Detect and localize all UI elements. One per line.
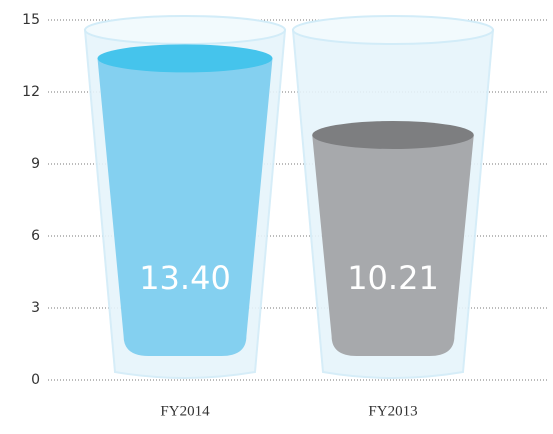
liquid <box>97 58 272 356</box>
value-label: 13.40 <box>139 259 231 297</box>
liquid <box>312 135 474 356</box>
chart: 0 3 6 9 12 15 13.40 FY2014 10.21 FY2013 <box>0 0 553 434</box>
liquid-surface <box>312 121 474 149</box>
liquid-surface <box>97 44 272 72</box>
y-tick-label: 0 <box>31 372 40 388</box>
y-tick-label: 6 <box>31 228 40 244</box>
y-tick-label: 15 <box>22 12 40 28</box>
value-label: 10.21 <box>347 259 439 297</box>
y-tick-label: 9 <box>31 156 40 172</box>
x-tick-label: FY2014 <box>160 403 210 419</box>
x-tick-label: FY2013 <box>368 403 417 419</box>
y-tick-label: 12 <box>22 84 40 100</box>
glass-rim <box>293 16 493 44</box>
glass-rim <box>85 16 285 44</box>
y-tick-label: 3 <box>31 300 40 316</box>
